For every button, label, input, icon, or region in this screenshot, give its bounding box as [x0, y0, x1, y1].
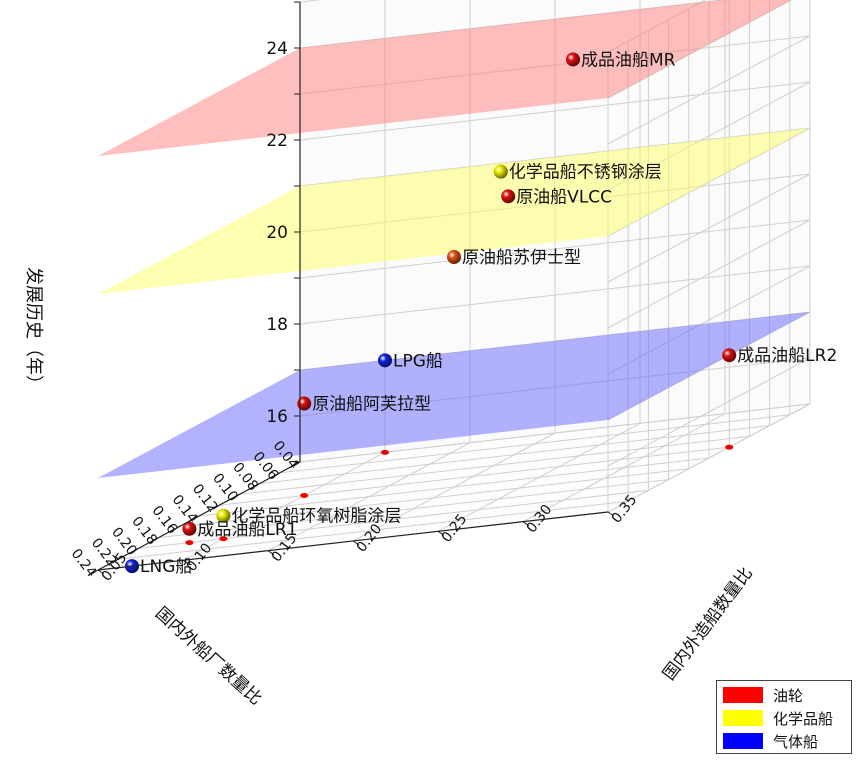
data-point	[722, 348, 737, 363]
legend-swatch-chemical-tanker	[723, 710, 763, 726]
x-axis-title: 国内外船厂数量比	[151, 603, 265, 709]
projection-dot	[725, 444, 734, 450]
data-point	[378, 353, 392, 368]
grid-line	[182, 451, 386, 561]
legend-label-oil-tanker: 油轮	[773, 686, 804, 705]
data-point	[297, 396, 312, 411]
legend-label-chemical-tanker: 化学品船	[773, 709, 834, 728]
legend-item-gas-carrier: 气体船	[723, 731, 818, 751]
projection-dot	[219, 536, 228, 542]
x-tick	[233, 493, 240, 499]
projection-dot	[185, 540, 194, 546]
legend: 油轮 化学品船 气体船	[716, 680, 852, 754]
x-tick	[152, 537, 159, 543]
x-tick	[212, 504, 220, 510]
chart-planes	[98, 0, 810, 478]
x-tick	[253, 483, 260, 489]
y-tick	[352, 540, 360, 546]
legend-item-oil-tanker: 油轮	[723, 685, 803, 705]
z-axis-title: 发展历史（年）	[23, 267, 44, 393]
legend-item-chemical-tanker: 化学品船	[723, 708, 833, 728]
data-label: 成品油船LR1	[197, 520, 297, 540]
legend-swatch-oil-tanker	[723, 687, 763, 703]
y-tick	[607, 511, 615, 517]
grid-line	[607, 219, 811, 329]
x-tick	[111, 558, 119, 564]
data-label: LPG船	[393, 351, 443, 371]
grid-line	[607, 403, 811, 513]
grid-line	[607, 35, 811, 145]
data-point	[493, 164, 508, 179]
x-tick	[293, 461, 301, 467]
z-tick-label: 22	[266, 131, 288, 151]
y-tick	[182, 559, 190, 565]
data-point	[216, 508, 231, 523]
grid-line	[607, 173, 811, 283]
z-tick-label: 18	[266, 315, 288, 335]
grid-line	[437, 422, 641, 532]
y-tick	[267, 550, 275, 556]
plane-0	[98, 0, 792, 156]
data-label: 化学品船环氧树脂涂层	[231, 507, 401, 527]
data-label: 化学品船不锈钢涂层	[509, 163, 662, 183]
x-tick	[172, 526, 180, 532]
grid-line	[267, 442, 471, 552]
data-point	[447, 250, 461, 264]
z-tick-label: 16	[266, 407, 288, 427]
x-tick	[273, 472, 281, 478]
grid-line	[299, 219, 811, 279]
data-label: 原油船苏伊士型	[462, 248, 581, 268]
chart-projections	[185, 444, 734, 546]
grid-line	[607, 357, 811, 467]
data-point	[182, 521, 197, 536]
data-point	[566, 52, 580, 67]
data-label: 成品油船MR	[581, 50, 676, 70]
projection-dot	[381, 449, 389, 455]
grid-line	[352, 432, 556, 542]
y-tick	[97, 569, 105, 575]
z-tick-label: 20	[266, 223, 288, 243]
y-tick	[522, 521, 530, 527]
x-tick	[132, 547, 139, 553]
data-label: 成品油船LR2	[737, 346, 837, 366]
x-tick	[91, 569, 99, 575]
plane-1	[98, 128, 810, 294]
grid-line	[299, 81, 811, 141]
data-label: LNG船	[140, 557, 192, 577]
legend-label-gas-carrier: 气体船	[773, 732, 819, 751]
y-axis-title: 国内外造船数量比	[659, 564, 757, 685]
data-label: 原油船阿芙拉型	[312, 395, 431, 415]
legend-swatch-gas-carrier	[723, 733, 763, 749]
y-tick	[437, 530, 445, 536]
data-point	[501, 189, 516, 204]
projection-dot	[300, 493, 309, 499]
grid-line	[299, 265, 811, 325]
plane-2	[98, 312, 810, 478]
grid-line	[522, 413, 726, 523]
data-label: 原油船VLCC	[516, 187, 612, 207]
x-tick	[192, 515, 200, 521]
z-tick-label: 24	[266, 39, 288, 59]
